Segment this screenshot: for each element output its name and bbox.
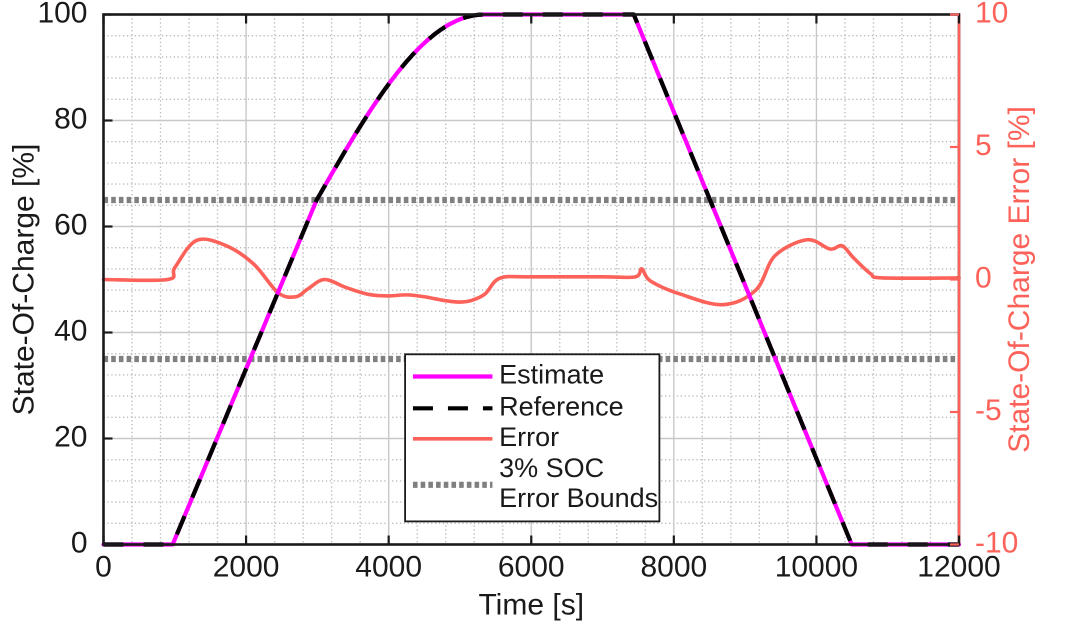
svg-text:8000: 8000: [640, 551, 707, 584]
svg-text:-5: -5: [975, 394, 1002, 427]
svg-text:0: 0: [71, 526, 88, 559]
svg-text:6000: 6000: [498, 551, 565, 584]
svg-text:12000: 12000: [917, 551, 1000, 584]
svg-text:Error Bounds: Error Bounds: [499, 483, 658, 513]
svg-text:3% SOC: 3% SOC: [499, 453, 604, 483]
svg-text:0: 0: [975, 261, 992, 294]
svg-text:4000: 4000: [355, 551, 422, 584]
svg-text:5: 5: [975, 129, 992, 162]
svg-text:Estimate: Estimate: [499, 360, 604, 390]
svg-text:Reference: Reference: [499, 391, 624, 421]
svg-text:80: 80: [54, 102, 87, 135]
svg-text:20: 20: [54, 420, 87, 453]
svg-text:0: 0: [95, 551, 112, 584]
svg-text:100: 100: [37, 0, 87, 29]
svg-text:Error: Error: [499, 422, 559, 452]
svg-text:10000: 10000: [775, 551, 858, 584]
svg-text:2000: 2000: [213, 551, 280, 584]
svg-text:Time [s]: Time [s]: [478, 589, 584, 622]
svg-text:State-Of-Charge Error [%]: State-Of-Charge Error [%]: [1003, 106, 1036, 453]
svg-text:State-Of-Charge [%]: State-Of-Charge [%]: [8, 144, 41, 416]
svg-text:10: 10: [975, 0, 1008, 29]
svg-text:60: 60: [54, 208, 87, 241]
svg-text:40: 40: [54, 314, 87, 347]
